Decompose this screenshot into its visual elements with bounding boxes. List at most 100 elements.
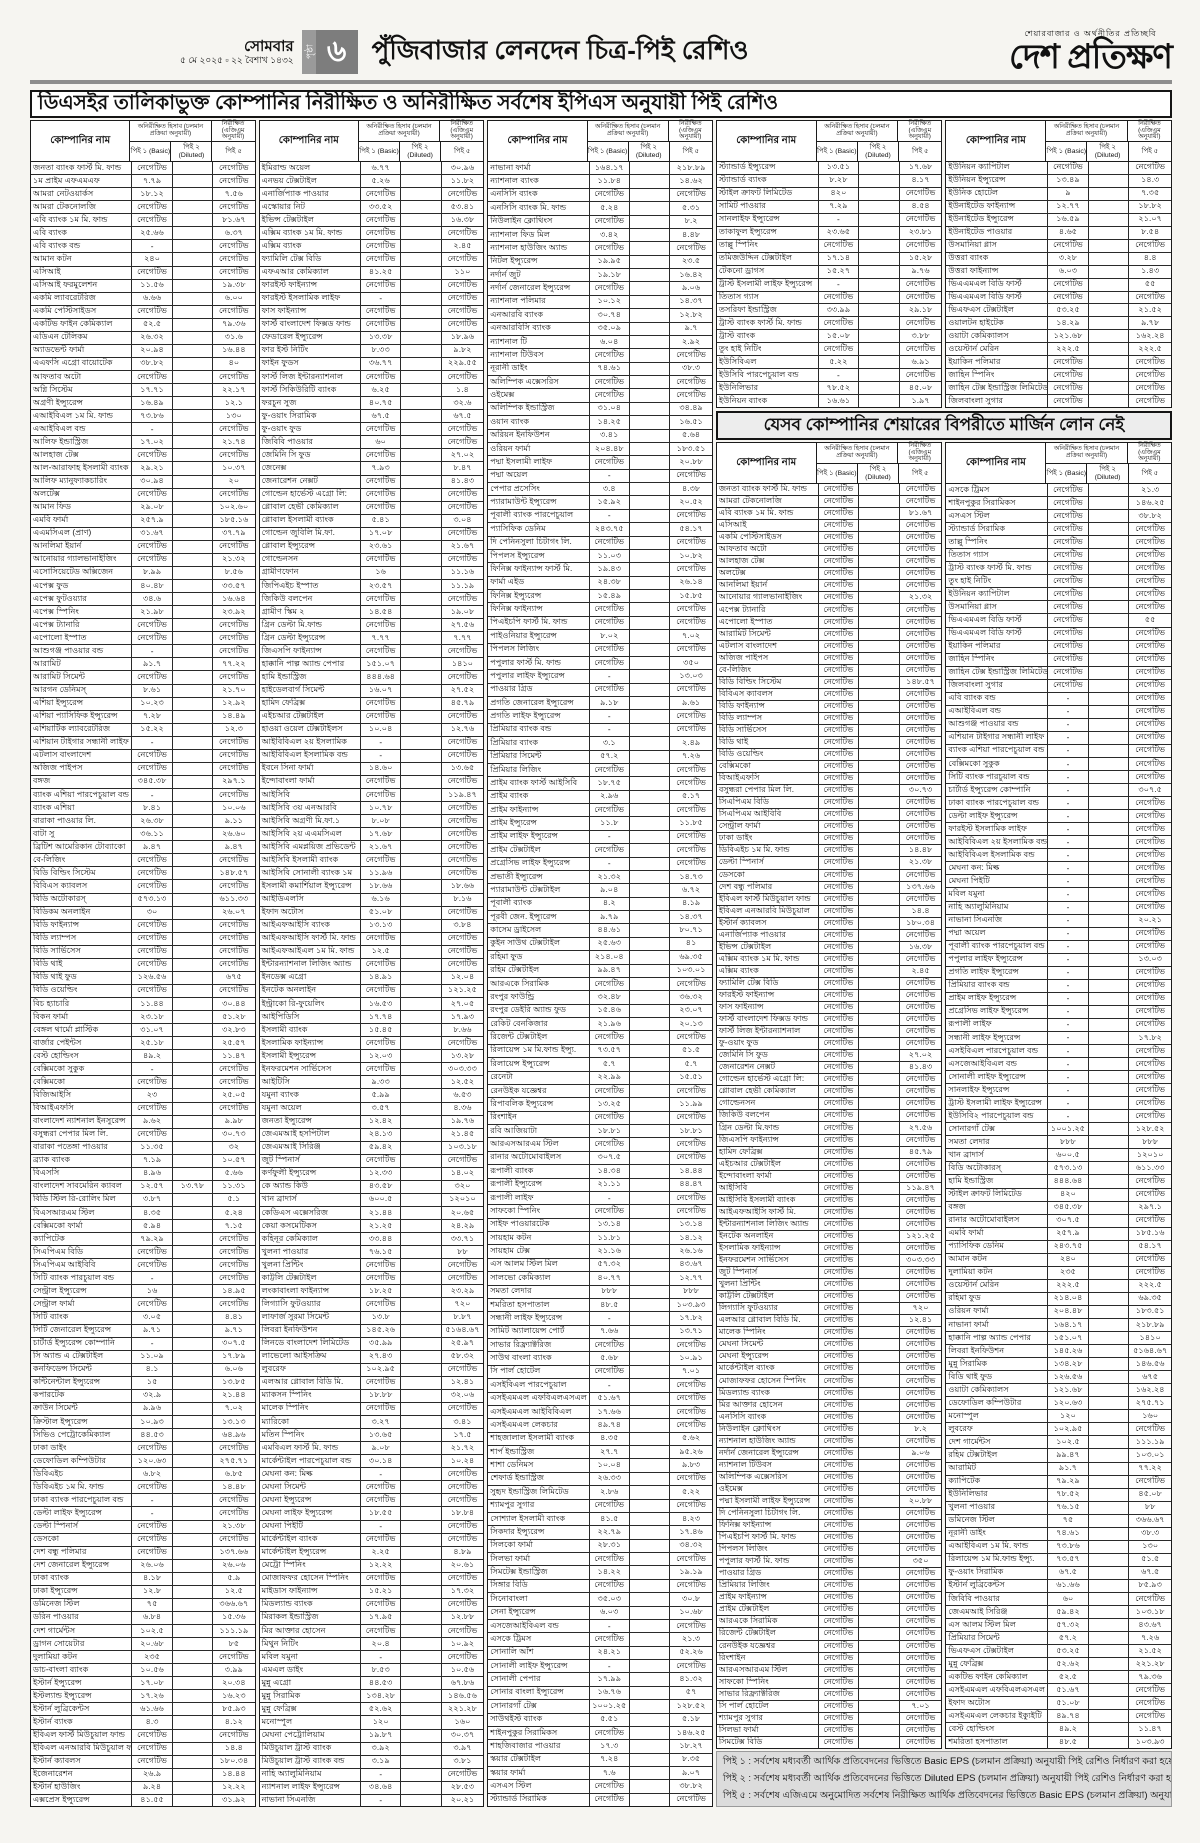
pe5-cell: ৩৮.৮২ <box>1138 510 1162 520</box>
company-name-cell: রিলায়েন্স ১ম মি.ফান্ড ইন্স্যু. <box>946 1553 1049 1566</box>
pe2-cell <box>1089 1110 1130 1123</box>
pe1-cell: নেগেটিভ <box>819 1303 860 1315</box>
pe2-cell <box>173 1677 214 1690</box>
pe5-cell: নেগেটিভ <box>905 1098 936 1108</box>
company-name-cell: ওয়াটা কেমিক্যালস <box>946 330 1049 343</box>
company-name-cell: ইউসিবি পারপেচুয়াল বন্ড <box>717 369 819 382</box>
company-name-cell: ঢাকা ডাইং <box>31 1442 133 1455</box>
pe-table-column-5: কোম্পানির নাম অনিরীক্ষিত হিসাব (চলমান প্র… <box>945 120 1173 408</box>
pe1-cell: নেগেটিভ <box>819 773 860 785</box>
table-row: ফার্মা এইড ২৪.৩৮ ২৬.১৪ <box>488 576 712 590</box>
pe1-cell: ৭.৭৯ <box>132 175 173 188</box>
pe5-cell: নেগেটিভ <box>905 773 936 783</box>
pe1-cell: ২৭.৭ <box>590 1446 630 1459</box>
pe5-cell: ৯.৭৬ <box>911 266 930 276</box>
company-name-cell: এএমসিএল (প্রাণ) <box>31 527 133 540</box>
table-row: আইসিবি নেগেটিভ ১১৯.৪৭ <box>716 1182 942 1195</box>
table-row: ক্যাপিটেক ৭৯.২৯ নেগেটিভ <box>946 1475 1172 1489</box>
pe5-cell: ১৪১০ <box>1139 1332 1161 1342</box>
table-row: আরামিট ৯১.৭ ৭৭.২২ <box>31 658 255 672</box>
table-row: ইসলামী কমার্শিয়াল ইন্স্যুরেন্স ১৮.৬৬ ১৮.৬… <box>259 880 484 894</box>
pe1-cell: - <box>1048 718 1089 731</box>
table-row: আরামিট ৯১.৭ ৭৭.২২ <box>946 1462 1172 1476</box>
table-row: শেফার্ড ইন্ডাস্ট্রিজ ২৬.৩৩ নেগেটিভ <box>488 1472 712 1487</box>
company-name-cell: ফিনিক্স ইন্স্যুরেন্স <box>488 590 590 603</box>
pe2-cell <box>401 240 442 253</box>
company-name-cell: বিডি ল্যাম্পস <box>31 932 133 945</box>
pe5-cell: ২.৪৫ <box>911 965 930 975</box>
pe5-cell: ৭৭.২২ <box>1138 1463 1162 1473</box>
pe5-cell: ৫.৬২ <box>681 1433 701 1443</box>
pe5-cell: নেগেটিভ <box>1135 641 1166 651</box>
pe2-cell <box>630 1793 671 1807</box>
company-name-cell: চার্টার্ড ইন্স্যুরেন্স কোম্পানি <box>31 1337 133 1350</box>
pe5-cell: ১৩.২৮ <box>450 1050 475 1060</box>
company-name-cell: মিরাকল ইন্ডাস্ট্রিজ <box>260 1611 361 1624</box>
table-row: ফারইস্ট ফাইন্যান্স নেগেটিভ নেগেটিভ <box>259 279 484 293</box>
table-row: কাট্টলি টেক্সটাইল নেগেটিভ নেগেটিভ <box>716 1291 942 1304</box>
pe1-cell: ১০.০৪ <box>361 723 402 736</box>
pe2-cell <box>1089 1632 1130 1645</box>
company-name-cell: ট্রাস্ট ব্যাংক ফার্স্ট মি. ফান্ড <box>946 562 1049 575</box>
pe5-cell: নেগেটিভ <box>447 1037 478 1047</box>
pe2-cell <box>1089 1136 1130 1149</box>
pe2-cell <box>173 188 214 201</box>
pe2-cell <box>630 1018 671 1031</box>
pe1-cell: - <box>1048 953 1089 966</box>
table-row: রূপালী ব্যাংক ১৪.৩৪ ১৪.৪৪ <box>488 1165 712 1179</box>
pe5-cell: ৭.৭৭ <box>453 632 472 642</box>
pe5-cell: ৩৮.৩ <box>1141 1528 1160 1538</box>
pe5-cell: নেগেটিভ <box>676 1553 706 1563</box>
pe5-cell: ১৪৬.২৫ <box>1135 497 1165 507</box>
pe2-cell <box>401 958 442 971</box>
pe2-cell <box>401 566 442 579</box>
pe2-cell <box>630 362 671 375</box>
table-row: বিডি বিল্ডিং সিস্টেম নেগেটিভ ১৪৮.৫৭ <box>716 676 942 689</box>
pe2-cell <box>1089 718 1130 731</box>
pe2-cell <box>859 1447 900 1459</box>
company-name-cell: ফ্যামিলি টেক্স বিডি <box>717 977 819 989</box>
company-name-cell: বিডি থাই ফুড <box>946 1371 1049 1384</box>
table-row: এশিয়ান টাইগার সন্ধানী লাইফ - নেগেটিভ <box>946 731 1172 745</box>
pe1-cell: ৩৪.৬ <box>132 593 173 606</box>
table-row: ইবিএল এনআরবি মিউচুয়াল ফান্ড নেগেটিভ ১৪.৪ <box>31 1742 255 1756</box>
pe5-cell: ৬১১.৩৩ <box>219 894 249 904</box>
company-name-cell: অগ্নি সিস্টেম <box>31 384 133 397</box>
pe1-cell: ২২২.৫ <box>1048 1279 1089 1292</box>
pe2-cell <box>401 1376 442 1389</box>
pe5-cell: নেগেটিভ <box>447 1599 478 1609</box>
table-row: আইএফআইসি ফার্স্ট মি. ফান্ড নেগেটিভ নেগেটিভ <box>259 932 484 946</box>
pe1-cell: ১৫.০৮ <box>819 330 860 343</box>
pe-header-group: অনিরীক্ষিত হিসাব (চলমান প্রক্রিয়া অনুযা… <box>358 120 484 161</box>
pe1-cell: নেগেটিভ <box>819 688 860 700</box>
pe5-cell: নেগেটিভ <box>676 804 706 814</box>
pe2-cell <box>173 1193 214 1206</box>
pe1-cell: - <box>132 736 173 749</box>
company-name-cell: পদ্মা অয়েল <box>946 927 1049 940</box>
company-name-cell: এসিআই <box>31 266 133 279</box>
pe5-cell: নেগেটিভ <box>676 537 706 547</box>
table-row: আইসিবি অগ্রণী মি.ফা.১ ৮.০৮ নেগেটিভ <box>259 815 484 829</box>
pe5-cell: ৪৫.০৮ <box>1138 1489 1162 1499</box>
pe5-cell: ৯.৪৭ <box>224 841 243 851</box>
company-name-cell: এআইবিএল ১ম মি. ফান্ড <box>31 410 133 423</box>
pe2-cell <box>401 580 442 593</box>
table-row: পূবালী ব্যাংক পারপেচুয়াল - নেগেটিভ <box>488 509 712 524</box>
company-name-cell: জিএসপি ফাইন্যান্স <box>717 1134 819 1146</box>
table-row: প্যাসিফিক ডেনিম ২৪৩.৭৫ ৫৪.১৭ <box>488 523 712 537</box>
pe1-cell: ৯.০৪ <box>590 884 630 897</box>
pe2-cell <box>859 1267 900 1279</box>
company-name-cell: ওয়ান ব্যাংক <box>488 416 590 429</box>
pe1-cell: নেগেটিভ <box>132 162 173 175</box>
company-name-cell: ওয়াটা কেমিক্যালস <box>946 1384 1049 1397</box>
company-name-cell: উত্তরা ফাইন্যান্স <box>946 265 1049 278</box>
company-name-cell: ইসলামিক ফাইন্যান্স <box>260 1037 361 1050</box>
pe2-cell <box>401 1494 442 1507</box>
pe2-cell <box>859 1724 900 1736</box>
table-row: অ্যাডভেন্ট ফার্মা ২০.৯৪ ১৬.৪৪ <box>31 344 255 358</box>
pe1-cell: ৩.২৮ <box>1048 252 1089 265</box>
pe2-cell <box>630 1660 671 1673</box>
company-column-header: কোম্পানির নাম <box>31 121 131 161</box>
pe1-cell: নেগেটিভ <box>819 317 860 330</box>
pe1-cell: নেগেটিভ <box>361 1063 402 1076</box>
